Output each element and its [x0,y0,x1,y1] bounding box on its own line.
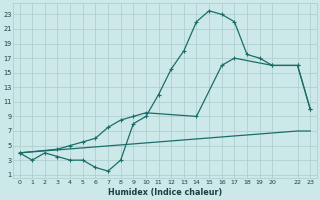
X-axis label: Humidex (Indice chaleur): Humidex (Indice chaleur) [108,188,222,197]
